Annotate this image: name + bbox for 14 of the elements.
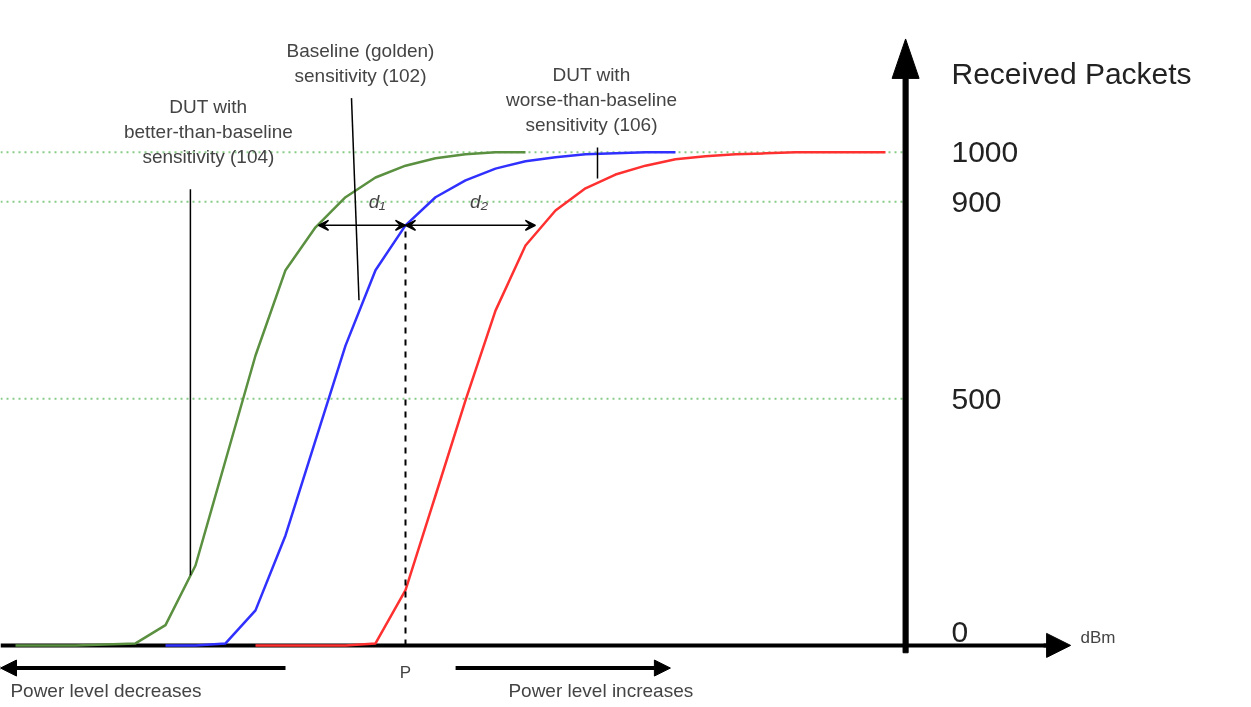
annotation: DUT with worse-than-baseline sensitivity (106) [504,63,678,136]
y-axis-title: Received Packets [951,56,1192,90]
text: Power level increases [508,680,694,702]
annotation: DUT with better-than-baseline sensitivity (104) [123,95,293,168]
y-tick-label: 0 [951,615,969,649]
text: Power level decreases [10,680,202,702]
annotation: Baseline (golden) sensitivity (102) [286,39,435,87]
x-tick-label: P [399,663,412,682]
annotation: d₂ [470,190,489,212]
annotation: d₁ [368,190,386,212]
x-axis-title: dBm [1080,627,1116,647]
y-tick-label: 500 [951,381,1002,415]
y-tick-label: 900 [951,184,1002,218]
y-tick-label: 1000 [951,135,1019,169]
